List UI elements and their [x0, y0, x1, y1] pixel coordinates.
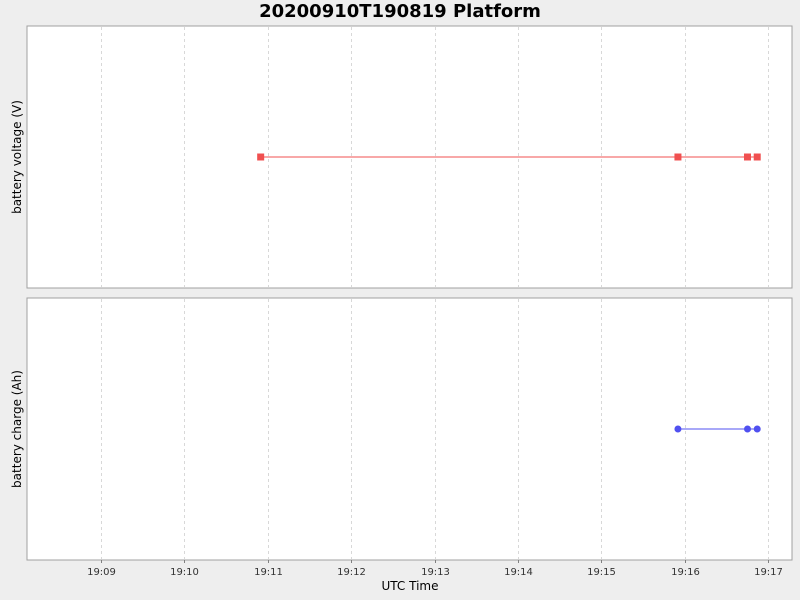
x-tick-label: 19:13 [421, 567, 450, 578]
data-point [674, 425, 682, 433]
data-point [753, 425, 761, 433]
charge-panel: battery charge (Ah) [10, 297, 793, 561]
plot-area [26, 297, 793, 561]
x-tick-label: 19:14 [504, 567, 533, 578]
x-axis-title: UTC Time [382, 579, 439, 593]
data-point [743, 425, 751, 433]
y-axis-title: battery charge (Ah) [10, 370, 24, 488]
x-tick-label: 19:10 [170, 567, 199, 578]
x-tick-label: 19:12 [337, 567, 366, 578]
data-point [743, 153, 751, 161]
x-tick-label: 19:17 [754, 567, 783, 578]
y-axis-title: battery voltage (V) [10, 100, 24, 214]
data-point [257, 153, 265, 161]
x-tick-label: 19:16 [671, 567, 700, 578]
data-point [674, 153, 682, 161]
x-tick-label: 19:15 [587, 567, 616, 578]
voltage-panel: battery voltage (V) [10, 25, 793, 289]
chart-title: 20200910T190819 Platform [259, 1, 541, 22]
x-axis: 19:09 19:10 19:11 19:12 19:13 19:14 19:15 19:16… [87, 560, 783, 593]
data-point [753, 153, 761, 161]
x-tick-label: 19:11 [254, 567, 283, 578]
x-tick-label: 19:09 [87, 567, 116, 578]
